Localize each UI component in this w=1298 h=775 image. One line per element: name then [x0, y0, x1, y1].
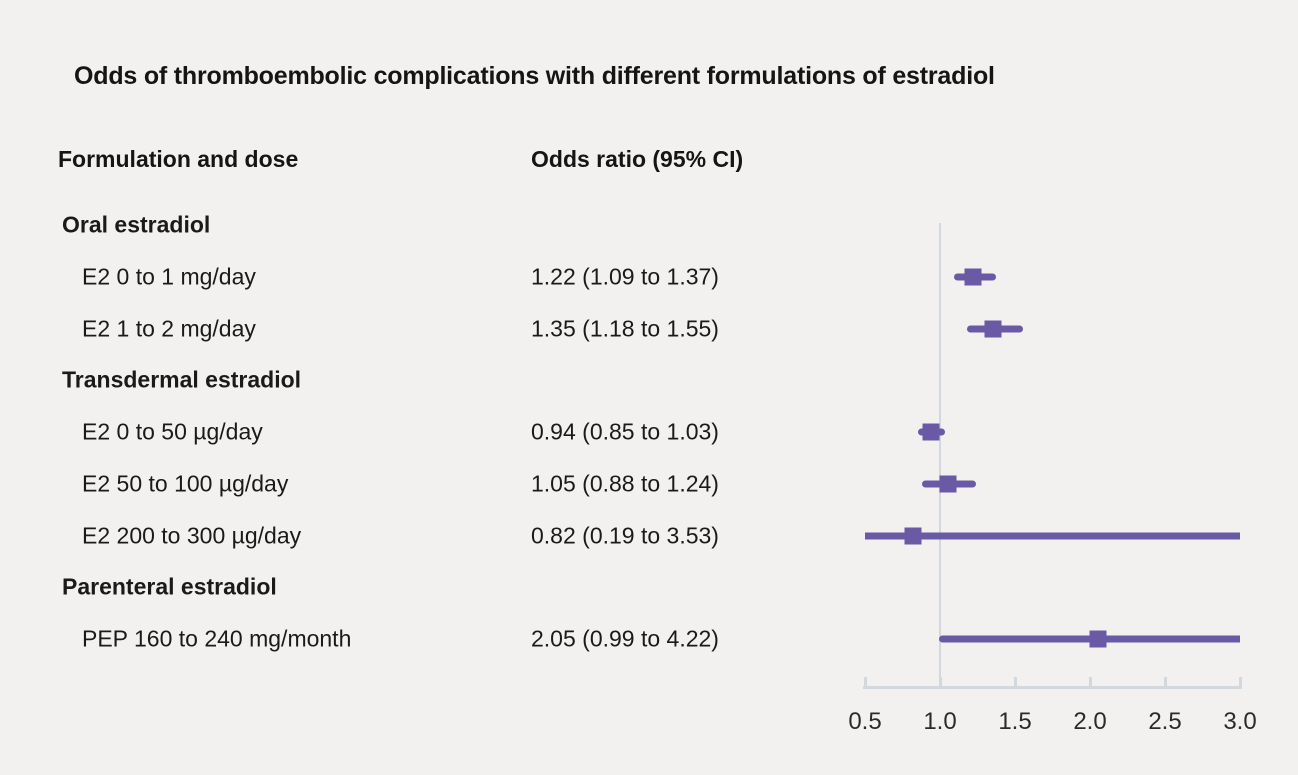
- point-estimate-marker: [939, 475, 956, 493]
- x-axis-tick: [1238, 677, 1242, 686]
- row-odds-ratio-value: 0.94 (0.85 to 1.03): [531, 418, 719, 445]
- row-odds-ratio-value: 1.22 (1.09 to 1.37): [531, 263, 719, 290]
- group-label: Oral estradiol: [62, 211, 211, 238]
- row-label: E2 200 to 300 µg/day: [82, 522, 302, 548]
- row-label: E2 0 to 50 µg/day: [82, 418, 263, 445]
- row-label: E2 0 to 1 mg/day: [82, 263, 256, 290]
- x-axis-line: [863, 686, 1242, 689]
- x-axis-tick-label: 1.5: [998, 708, 1032, 735]
- x-axis-tick: [1088, 677, 1092, 686]
- x-axis-tick: [938, 677, 942, 686]
- point-estimate-marker: [964, 268, 982, 286]
- point-estimate-marker: [904, 527, 922, 544]
- group-label: Transdermal estradiol: [62, 366, 302, 393]
- row-label: E2 1 to 2 mg/day: [82, 315, 256, 341]
- x-axis-tick: [1163, 677, 1167, 686]
- x-axis-tick: [863, 677, 867, 686]
- point-estimate-marker: [1089, 630, 1106, 648]
- column-header-odds-ratio: Odds ratio (95% CI): [531, 146, 744, 172]
- point-estimate-marker: [922, 423, 940, 441]
- reference-line: [939, 223, 941, 686]
- column-header-formulation: Formulation and dose: [58, 146, 299, 172]
- row-odds-ratio-value: 0.82 (0.19 to 3.53): [531, 522, 719, 548]
- row-odds-ratio-value: 1.35 (1.18 to 1.55): [531, 315, 719, 341]
- point-estimate-marker: [984, 320, 1001, 337]
- x-axis-tick-label: 2.0: [1073, 708, 1107, 735]
- x-axis-tick-label: 2.5: [1148, 708, 1182, 735]
- row-odds-ratio-value: 2.05 (0.99 to 4.22): [531, 625, 719, 652]
- confidence-interval-line: [865, 532, 1240, 539]
- row-label: E2 50 to 100 µg/day: [82, 470, 289, 497]
- x-axis-tick-label: 1.0: [923, 708, 957, 735]
- row-label: PEP 160 to 240 mg/month: [82, 625, 352, 652]
- chart-title: Odds of thromboembolic complications wit…: [74, 62, 995, 90]
- group-label: Parenteral estradiol: [62, 573, 277, 600]
- x-axis-tick: [1013, 677, 1017, 686]
- x-axis-tick-label: 3.0: [1223, 708, 1257, 735]
- row-odds-ratio-value: 1.05 (0.88 to 1.24): [531, 470, 719, 497]
- x-axis-tick-label: 0.5: [848, 708, 882, 735]
